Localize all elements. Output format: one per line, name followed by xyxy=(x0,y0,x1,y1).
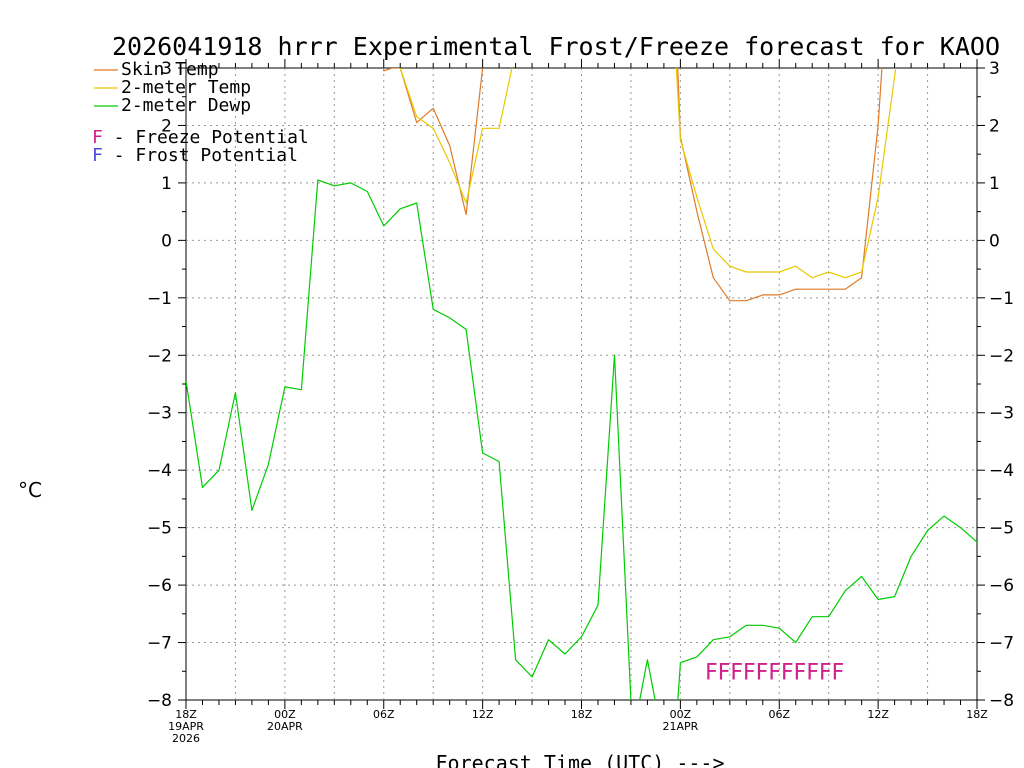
y-tick-label-right: 2 xyxy=(989,116,1000,136)
x-axis-label: Forecast Time (UTC) ---> xyxy=(436,751,725,768)
x-tick-label: 20APR xyxy=(267,720,303,733)
x-tick-label: 18Z xyxy=(966,708,988,721)
y-tick-label-left: 1 xyxy=(161,174,172,194)
legend-label: Skin Temp xyxy=(121,59,219,80)
y-tick-label-left: −8 xyxy=(147,691,172,711)
x-tick-label: 21APR xyxy=(662,720,698,733)
y-tick-label-right: −3 xyxy=(989,404,1014,424)
legend-note: F - Frost Potential xyxy=(92,145,298,166)
y-tick-label-right: 3 xyxy=(989,59,1000,79)
y-tick-label-right: −2 xyxy=(989,346,1014,366)
legend-note-text: - Frost Potential xyxy=(103,145,298,166)
y-tick-label-right: −1 xyxy=(989,289,1014,309)
x-tick-label: 06Z xyxy=(768,708,790,721)
x-tick-label: 12Z xyxy=(472,708,494,721)
legend-note-marker: F xyxy=(92,127,103,148)
x-tick-label: 19APR xyxy=(168,720,204,733)
y-tick-label-left: −6 xyxy=(147,576,172,596)
x-tick-label: 00Z xyxy=(274,708,296,721)
y-tick-label-right: 0 xyxy=(989,231,1000,251)
y-tick-label-left: 0 xyxy=(161,231,172,251)
x-tick-label: 18Z xyxy=(571,708,593,721)
series-line-2-meter-temp xyxy=(399,68,897,279)
y-tick-label-right: −5 xyxy=(989,519,1014,539)
y-tick-label-left: −7 xyxy=(147,634,172,654)
legend-label: 2-meter Temp xyxy=(121,77,251,98)
chart-title: 2026041918 hrrr Experimental Frost/Freez… xyxy=(112,32,1000,61)
y-tick-label-left: −5 xyxy=(147,519,172,539)
series-layer xyxy=(186,68,977,700)
legend-note-marker: F xyxy=(92,145,103,166)
y-tick-label-left: 3 xyxy=(161,59,172,79)
x-tick-label: 18Z xyxy=(175,708,197,721)
y-tick-label-right: −8 xyxy=(989,691,1014,711)
y-tick-label-right: −7 xyxy=(989,634,1014,654)
freeze-potential-flags: FFFFFFFFFFF xyxy=(705,660,844,685)
x-tick-label: 00Z xyxy=(670,708,692,721)
legend-note-text: - Freeze Potential xyxy=(103,127,309,148)
legend-note: F - Freeze Potential xyxy=(92,127,309,148)
series-line-2-meter-dewp xyxy=(186,179,977,700)
y-tick-label-right: 1 xyxy=(989,174,1000,194)
y-tick-label-right: −6 xyxy=(989,576,1014,596)
legend-label: 2-meter Dewp xyxy=(121,95,251,116)
x-tick-label: 12Z xyxy=(867,708,889,721)
y-tick-label-left: −4 xyxy=(147,461,172,481)
x-tick-label: 2026 xyxy=(172,732,200,745)
y-tick-label-left: −3 xyxy=(147,404,172,424)
y-tick-label-right: −4 xyxy=(989,461,1014,481)
annotation-layer: FFFFFFFFFFF xyxy=(705,660,844,685)
series-line-skin-temp xyxy=(382,68,883,302)
y-axis-right: −8 −7 −6 −5 −4 −3 −2 −1 0 1 2 3 xyxy=(977,59,1014,711)
y-tick-label-left: −2 xyxy=(147,346,172,366)
y-tick-label-left: −1 xyxy=(147,289,172,309)
plot-frame xyxy=(185,67,978,701)
y-axis-left: −8 −7 −6 −5 −4 −3 −2 −1 0 1 2 3 xyxy=(147,59,186,711)
y-tick-label-left: 2 xyxy=(161,116,172,136)
gridlines xyxy=(186,68,977,700)
y-axis-label: °C xyxy=(18,478,42,502)
x-tick-label: 06Z xyxy=(373,708,395,721)
